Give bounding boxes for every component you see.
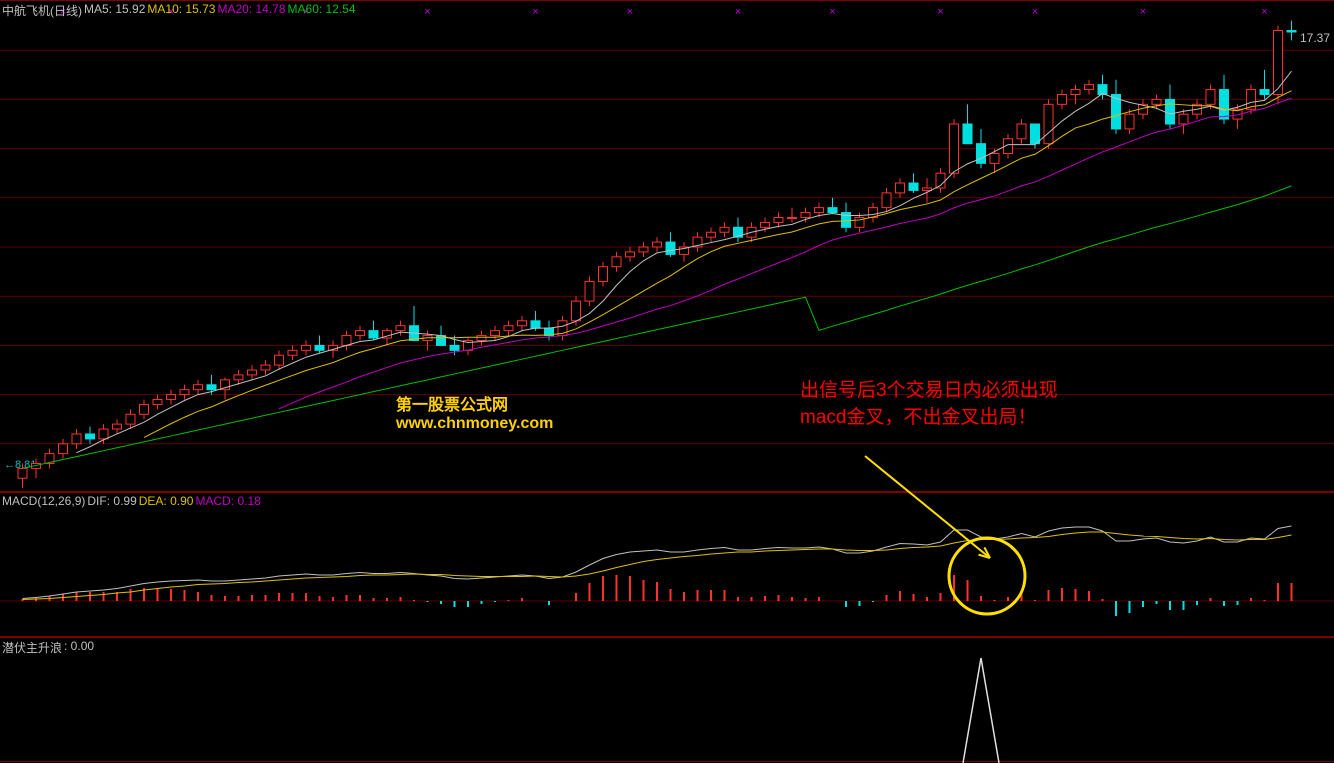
indicator3-svg	[0, 638, 1334, 763]
stock-title: 中航飞机(日线)	[2, 2, 82, 19]
svg-text:×: ×	[1261, 6, 1267, 18]
macd-svg	[0, 493, 1334, 638]
main-header: 中航飞机(日线) MA5: 15.92 MA10: 15.73 MA20: 14…	[2, 2, 356, 19]
svg-text:×: ×	[1140, 6, 1146, 18]
svg-text:×: ×	[735, 6, 741, 18]
annotation-line2: macd金叉，不出金叉出局！	[800, 405, 1058, 432]
svg-text:×: ×	[829, 6, 835, 18]
indicator3-title: 潜伏主升浪	[2, 639, 62, 656]
ma20-label: MA20: 14.78	[217, 2, 285, 19]
svg-text:×: ×	[532, 6, 538, 18]
main-chart-panel[interactable]: 中航飞机(日线) MA5: 15.92 MA10: 15.73 MA20: 14…	[0, 0, 1334, 492]
ma5-label: MA5: 15.92	[84, 2, 145, 19]
macd-val-label: MACD: 0.18	[195, 494, 260, 508]
indicator3-value: : 0.00	[64, 639, 94, 656]
indicator3-header: 潜伏主升浪 : 0.00	[2, 639, 94, 656]
candlestick-svg: ××××××××××××	[0, 1, 1334, 493]
ma10-label: MA10: 15.73	[147, 2, 215, 19]
svg-text:×: ×	[1032, 6, 1038, 18]
macd-header: MACD(12,26,9) DIF: 0.99 DEA: 0.90 MACD: …	[2, 494, 261, 508]
macd-title: MACD(12,26,9)	[2, 494, 85, 508]
indicator3-panel[interactable]: 潜伏主升浪 : 0.00	[0, 637, 1334, 762]
dif-label: DIF: 0.99	[87, 494, 136, 508]
watermark-line2: www.chnmoney.com	[396, 415, 553, 433]
watermark-line1: 第一股票公式网	[396, 391, 553, 415]
annotation-text: 出信号后3个交易日内必须出现 macd金叉，不出金叉出局！	[800, 378, 1058, 431]
watermark: 第一股票公式网 www.chnmoney.com	[396, 391, 553, 433]
ma60-label: MA60: 12.54	[288, 2, 356, 19]
dea-label: DEA: 0.90	[139, 494, 194, 508]
svg-text:×: ×	[937, 6, 943, 18]
svg-text:×: ×	[627, 6, 633, 18]
svg-text:×: ×	[424, 6, 430, 18]
macd-panel[interactable]: MACD(12,26,9) DIF: 0.99 DEA: 0.90 MACD: …	[0, 492, 1334, 637]
annotation-line1: 出信号后3个交易日内必须出现	[800, 378, 1058, 405]
